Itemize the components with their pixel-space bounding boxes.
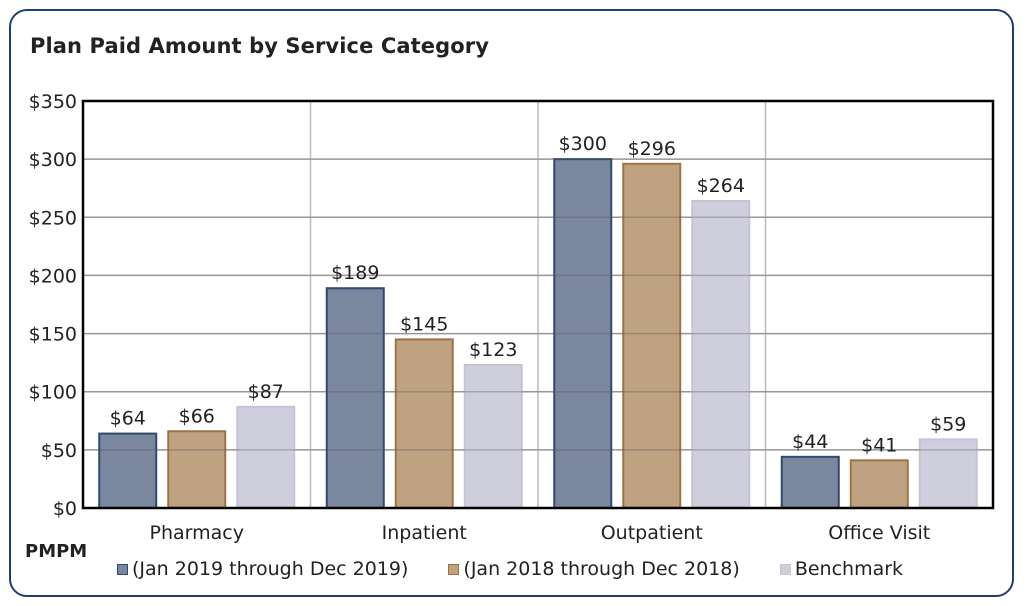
y-tick-label: $100 <box>29 382 77 404</box>
legend-swatch-benchmark <box>779 563 791 575</box>
data-label: $87 <box>248 381 284 403</box>
legend-label-benchmark: Benchmark <box>794 558 904 580</box>
bar[interactable] <box>236 405 296 509</box>
x-tick-label: Pharmacy <box>150 522 244 544</box>
y-tick-label: $50 <box>41 440 77 462</box>
y-tick-label: $300 <box>29 149 77 171</box>
plot-border <box>81 99 995 510</box>
y-tick-label: $350 <box>29 91 77 113</box>
y-tick-label: $0 <box>53 498 77 520</box>
x-tick-label: Inpatient <box>382 522 467 544</box>
legend-swatch-2018 <box>448 563 460 575</box>
legend-item-benchmark[interactable]: Benchmark <box>779 558 904 580</box>
unit-label: PMPM <box>25 541 88 562</box>
bars <box>98 158 978 510</box>
data-label: $123 <box>469 339 517 361</box>
y-tick-label: $200 <box>29 265 77 287</box>
y-tick-label: $250 <box>29 207 77 229</box>
bar[interactable] <box>167 430 227 510</box>
data-label: $44 <box>792 431 828 453</box>
y-axis: $0 $50 $100 $150 $200 $250 $300 $350 <box>29 91 77 520</box>
chart-title: Plan Paid Amount by Service Category <box>30 34 489 58</box>
bar[interactable] <box>325 287 385 509</box>
data-label: $189 <box>331 262 379 284</box>
x-axis: Pharmacy Inpatient Outpatient Office Visit <box>150 522 931 544</box>
bar[interactable] <box>463 363 523 509</box>
data-label: $41 <box>861 434 897 456</box>
legend-label-2019: (Jan 2019 through Dec 2019) <box>132 558 409 580</box>
x-tick-label: Office Visit <box>828 522 930 544</box>
bar[interactable] <box>780 455 840 510</box>
legend-item-2019[interactable]: (Jan 2019 through Dec 2019) <box>117 558 408 580</box>
data-label: $59 <box>930 413 966 435</box>
bar[interactable] <box>553 158 613 509</box>
gridlines <box>83 101 993 508</box>
y-tick-label: $150 <box>29 324 77 346</box>
bar[interactable] <box>98 432 158 510</box>
legend-item-2018[interactable]: (Jan 2018 through Dec 2018) <box>448 558 740 580</box>
plot-frame <box>81 99 995 510</box>
data-label: $300 <box>559 133 607 155</box>
bar[interactable] <box>394 338 454 509</box>
data-label: $66 <box>179 405 215 427</box>
bar[interactable] <box>622 162 682 509</box>
data-label: $296 <box>628 138 676 160</box>
data-label: $145 <box>400 313 448 335</box>
data-label: $64 <box>110 408 146 430</box>
x-tick-label: Outpatient <box>601 522 703 544</box>
bar[interactable] <box>691 200 751 509</box>
data-labels: $64 $66 $87 $189 $145 $123 $300 $296 $264 $44 $41 $… <box>110 133 967 456</box>
legend-label-2018: (Jan 2018 through Dec 2018) <box>463 558 740 580</box>
bar[interactable] <box>849 459 909 509</box>
data-label: $264 <box>697 175 745 197</box>
legend-swatch-2019 <box>117 563 128 575</box>
legend: (Jan 2019 through Dec 2019) (Jan 2018 th… <box>117 558 943 580</box>
